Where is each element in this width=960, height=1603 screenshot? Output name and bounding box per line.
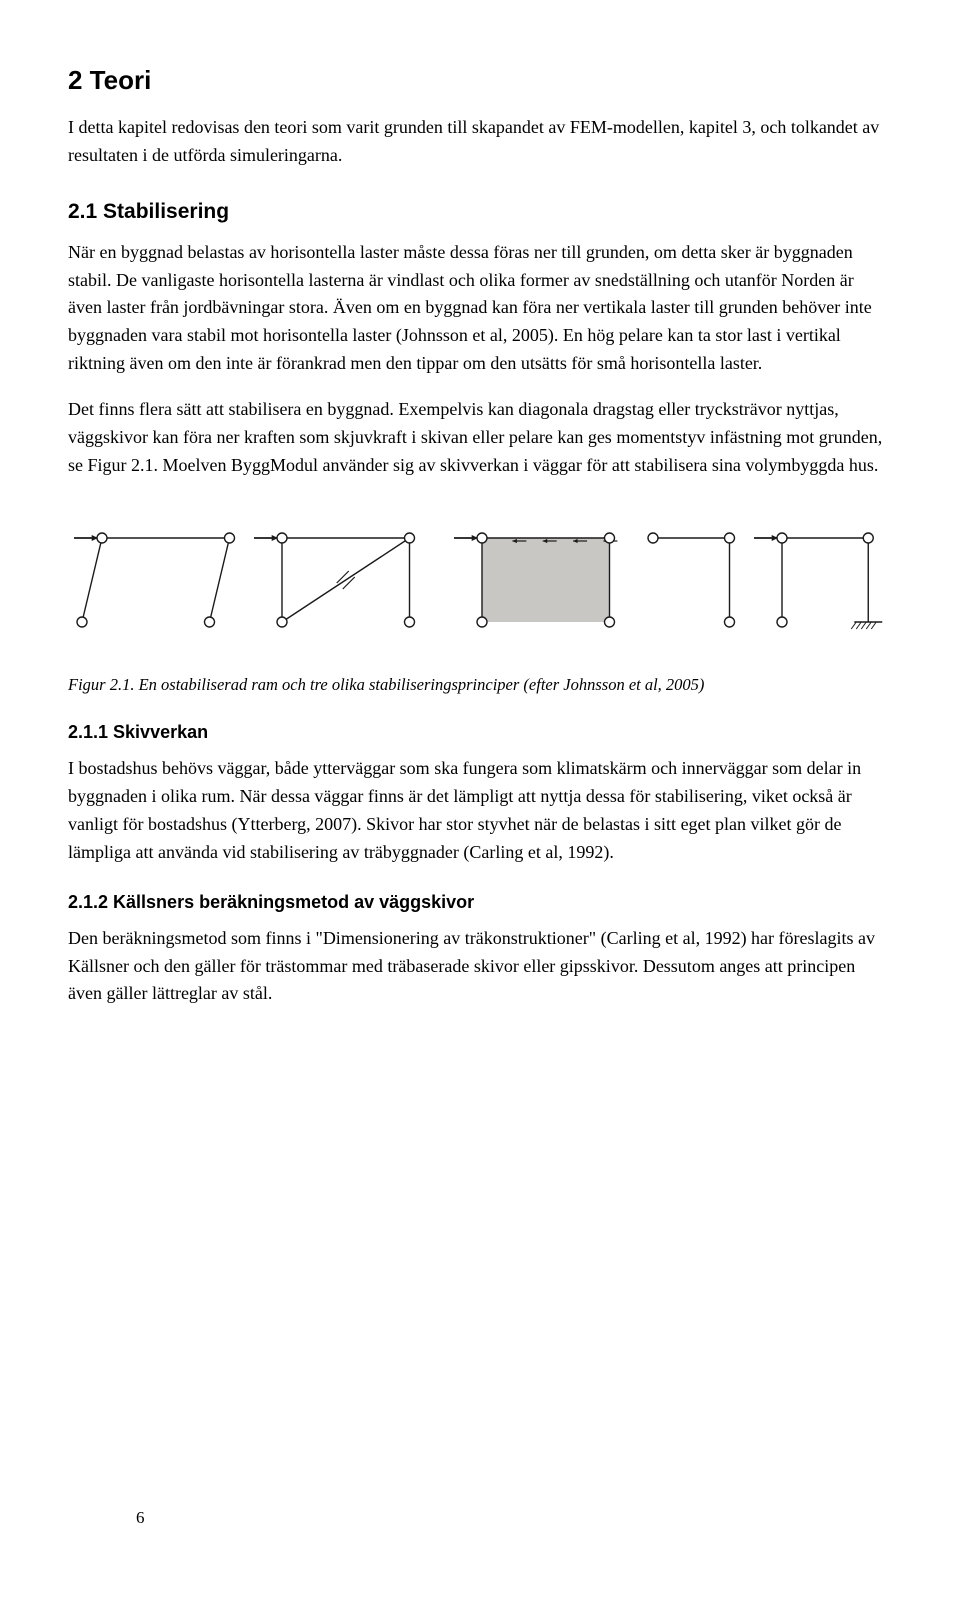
paragraph-2-1-a: När en byggnad belastas av horisontella …	[68, 239, 892, 378]
subsubsection-2-1-2-heading: 2.1.2 Källsners beräkningsmetod av väggs…	[68, 889, 892, 917]
subsection-2-1-heading: 2.1 Stabilisering	[68, 196, 892, 229]
figure-2-1-caption: Figur 2.1. En ostabiliserad ram och tre …	[68, 672, 892, 698]
paragraph-2-1-2: Den beräkningsmetod som finns i "Dimensi…	[68, 925, 892, 1009]
paragraph-2-1-1: I bostadshus behövs väggar, både yttervä…	[68, 755, 892, 867]
page-number: 6	[136, 1505, 145, 1531]
figure-2-1	[68, 504, 892, 644]
section-heading: 2 Teori	[68, 60, 892, 100]
figure-2-1-svg	[68, 504, 888, 644]
intro-paragraph: I detta kapitel redovisas den teori som …	[68, 114, 892, 170]
paragraph-2-1-b: Det finns flera sätt att stabilisera en …	[68, 396, 892, 480]
subsubsection-2-1-1-heading: 2.1.1 Skivverkan	[68, 719, 892, 747]
